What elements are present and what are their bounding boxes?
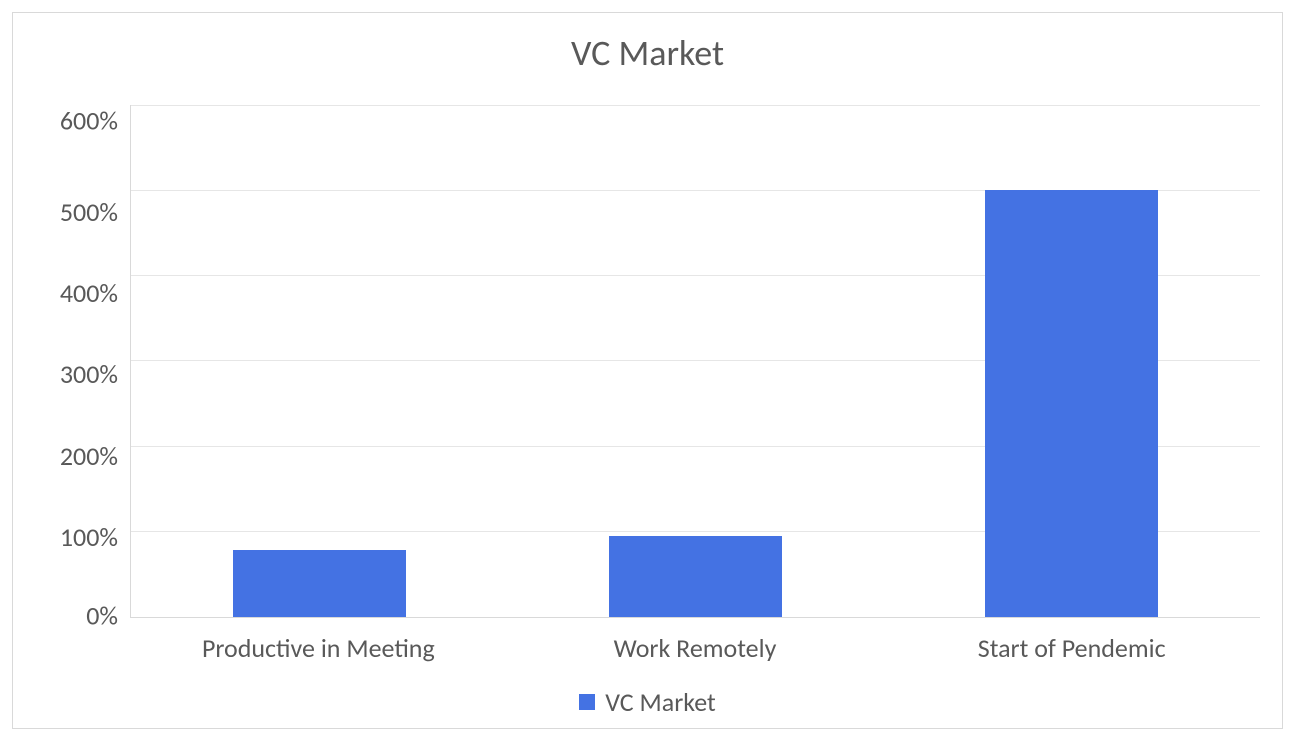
y-tick-label: 100% [60,524,118,550]
x-tick-label: Productive in Meeting [130,632,507,664]
y-tick-label: 300% [60,361,118,387]
legend-label: VC Market [605,686,716,718]
x-axis: Productive in Meeting Work Remotely Star… [130,632,1260,664]
y-tick-label: 0% [86,602,118,628]
bar-slot [884,105,1260,617]
x-tick-label: Start of Pendemic [883,632,1260,664]
bar-work-remotely [609,536,782,617]
y-tick-label: 400% [60,280,118,306]
chart-title: VC Market [35,31,1260,75]
y-tick-label: 200% [60,443,118,469]
bar-start-of-pendemic [985,190,1158,617]
y-tick-label: 500% [60,199,118,225]
plot-region: 600% 500% 400% 300% 200% 100% 0% [35,105,1260,618]
legend-swatch [579,694,595,710]
bar-productive-in-meeting [233,550,406,617]
y-tick-label: 600% [60,108,118,134]
legend: VC Market [35,686,1260,718]
y-axis: 600% 500% 400% 300% 200% 100% 0% [35,105,130,618]
bar-slot [507,105,883,617]
bars-layer [131,105,1260,617]
x-tick-label: Work Remotely [507,632,884,664]
bar-slot [131,105,507,617]
chart-container: VC Market 600% 500% 400% 300% 200% 100% … [12,12,1283,729]
plot-area [130,105,1260,618]
